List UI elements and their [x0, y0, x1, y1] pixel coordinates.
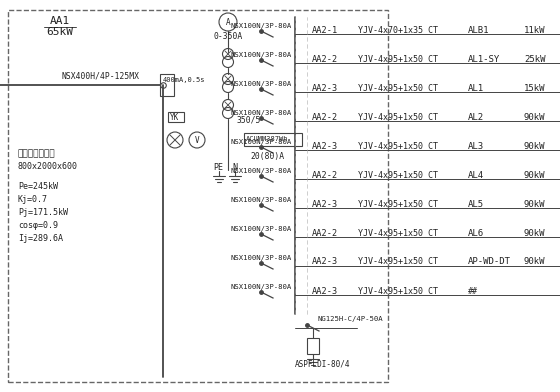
Text: 65kW: 65kW: [46, 27, 73, 37]
Text: YJV-4x95+1x50 CT: YJV-4x95+1x50 CT: [358, 171, 438, 180]
Text: 400mA,0.5s: 400mA,0.5s: [163, 77, 206, 83]
Text: cosφ=0.9: cosφ=0.9: [18, 221, 58, 229]
Text: 90kW: 90kW: [524, 171, 545, 180]
Text: 90kW: 90kW: [524, 229, 545, 238]
Text: 90kW: 90kW: [524, 258, 545, 267]
Text: 90kW: 90kW: [524, 113, 545, 122]
Text: AA2-3: AA2-3: [312, 83, 338, 93]
Text: 800x2000x600: 800x2000x600: [18, 162, 78, 171]
Text: Pj=171.5kW: Pj=171.5kW: [18, 207, 68, 216]
Text: Ij=289.6A: Ij=289.6A: [18, 234, 63, 243]
Text: 20(80)A: 20(80)A: [250, 151, 284, 160]
Text: V: V: [195, 136, 199, 145]
Text: AA2-2: AA2-2: [312, 54, 338, 64]
Text: AL6: AL6: [468, 229, 484, 238]
Text: AL1-SY: AL1-SY: [468, 54, 500, 64]
Text: AA2-2: AA2-2: [312, 229, 338, 238]
Text: ASPFLDI-80/4: ASPFLDI-80/4: [295, 359, 351, 368]
Text: 0-350A: 0-350A: [213, 31, 242, 40]
Text: AA1: AA1: [50, 16, 70, 26]
Text: ACUMM387Wh: ACUMM387Wh: [246, 136, 288, 142]
Text: 11kW: 11kW: [524, 25, 545, 34]
Text: AL4: AL4: [468, 171, 484, 180]
Text: AL1: AL1: [468, 83, 484, 93]
Text: PE: PE: [213, 163, 223, 172]
Text: YJV-4x95+1x50 CT: YJV-4x95+1x50 CT: [358, 54, 438, 64]
Text: NG125H-C/4P-50A: NG125H-C/4P-50A: [317, 316, 382, 322]
Text: NSX100N/3P-80A: NSX100N/3P-80A: [230, 23, 292, 29]
Text: AL5: AL5: [468, 200, 484, 209]
Text: NSX100N/3P-80A: NSX100N/3P-80A: [230, 81, 292, 87]
Text: YJV-4x95+1x50 CT: YJV-4x95+1x50 CT: [358, 83, 438, 93]
Text: AA2-3: AA2-3: [312, 142, 338, 151]
Text: 15kW: 15kW: [524, 83, 545, 93]
Text: AA2-2: AA2-2: [312, 171, 338, 180]
Text: NSX100N/3P-80A: NSX100N/3P-80A: [230, 226, 292, 232]
Text: NSX100N/3P-80A: NSX100N/3P-80A: [230, 255, 292, 261]
Text: YJV-4x95+1x50 CT: YJV-4x95+1x50 CT: [358, 287, 438, 296]
Text: 配电柜（就地）: 配电柜（就地）: [18, 149, 55, 158]
Text: ALB1: ALB1: [468, 25, 489, 34]
Text: N: N: [232, 163, 237, 172]
Text: 350/5: 350/5: [237, 116, 262, 125]
Text: YJV-4x95+1x50 CT: YJV-4x95+1x50 CT: [358, 142, 438, 151]
Text: 25kW: 25kW: [524, 54, 545, 64]
Text: NSX100N/3P-80A: NSX100N/3P-80A: [230, 110, 292, 116]
Text: NSX100N/3P-80A: NSX100N/3P-80A: [230, 197, 292, 203]
Text: YJV-4x95+1x50 CT: YJV-4x95+1x50 CT: [358, 258, 438, 267]
Text: 90kW: 90kW: [524, 200, 545, 209]
Text: Pe=245kW: Pe=245kW: [18, 181, 58, 191]
Text: 90kW: 90kW: [524, 142, 545, 151]
Text: AA2-1: AA2-1: [312, 25, 338, 34]
Text: YK: YK: [170, 113, 179, 122]
Text: NSX100N/3P-80A: NSX100N/3P-80A: [230, 284, 292, 290]
Text: YJV-4x95+1x50 CT: YJV-4x95+1x50 CT: [358, 113, 438, 122]
Text: NSX100N/3P-80A: NSX100N/3P-80A: [230, 139, 292, 145]
Text: Kj=0.7: Kj=0.7: [18, 194, 48, 203]
Text: AL2: AL2: [468, 113, 484, 122]
Text: NSX400H/4P-125MX: NSX400H/4P-125MX: [61, 71, 139, 80]
Text: NSX100N/3P-80A: NSX100N/3P-80A: [230, 168, 292, 174]
Text: YJV-4x95+1x50 CT: YJV-4x95+1x50 CT: [358, 229, 438, 238]
Text: AA2-3: AA2-3: [312, 200, 338, 209]
Text: ##: ##: [468, 287, 478, 296]
Text: AP-WD-DT: AP-WD-DT: [468, 258, 511, 267]
Text: AA2-3: AA2-3: [312, 287, 338, 296]
Text: A: A: [226, 18, 230, 27]
Text: AL3: AL3: [468, 142, 484, 151]
Text: AA2-3: AA2-3: [312, 258, 338, 267]
Text: NSX100N/3P-80A: NSX100N/3P-80A: [230, 52, 292, 58]
Text: YJV-4x95+1x50 CT: YJV-4x95+1x50 CT: [358, 200, 438, 209]
Text: AA2-2: AA2-2: [312, 113, 338, 122]
Text: YJV-4x70+1x35 CT: YJV-4x70+1x35 CT: [358, 25, 438, 34]
